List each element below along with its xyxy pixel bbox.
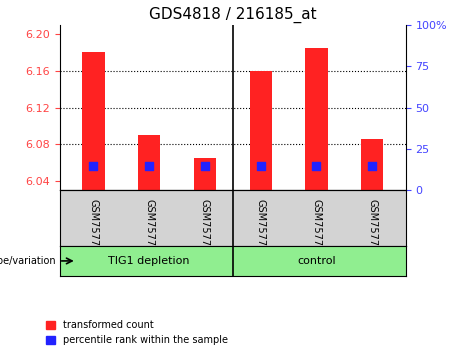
Bar: [194, 158, 216, 190]
Point: [146, 163, 153, 169]
Text: TIG1 depletion: TIG1 depletion: [108, 256, 190, 266]
Text: GSM757760: GSM757760: [200, 199, 210, 258]
Bar: [361, 139, 384, 190]
Bar: [305, 48, 328, 190]
Point: [313, 163, 320, 169]
Bar: [249, 71, 272, 190]
Bar: [138, 135, 160, 190]
Text: GSM757756: GSM757756: [312, 199, 321, 258]
Text: GSM757759: GSM757759: [144, 199, 154, 258]
Text: control: control: [297, 256, 336, 266]
Text: GSM757757: GSM757757: [367, 199, 377, 258]
Legend: transformed count, percentile rank within the sample: transformed count, percentile rank withi…: [42, 316, 232, 349]
Bar: [82, 52, 105, 190]
Text: GSM757758: GSM757758: [89, 199, 98, 258]
Point: [201, 163, 209, 169]
Title: GDS4818 / 216185_at: GDS4818 / 216185_at: [149, 7, 317, 23]
Point: [257, 163, 264, 169]
Point: [90, 163, 97, 169]
Point: [368, 163, 376, 169]
Text: GSM757755: GSM757755: [256, 199, 266, 258]
Text: genotype/variation: genotype/variation: [0, 256, 59, 266]
